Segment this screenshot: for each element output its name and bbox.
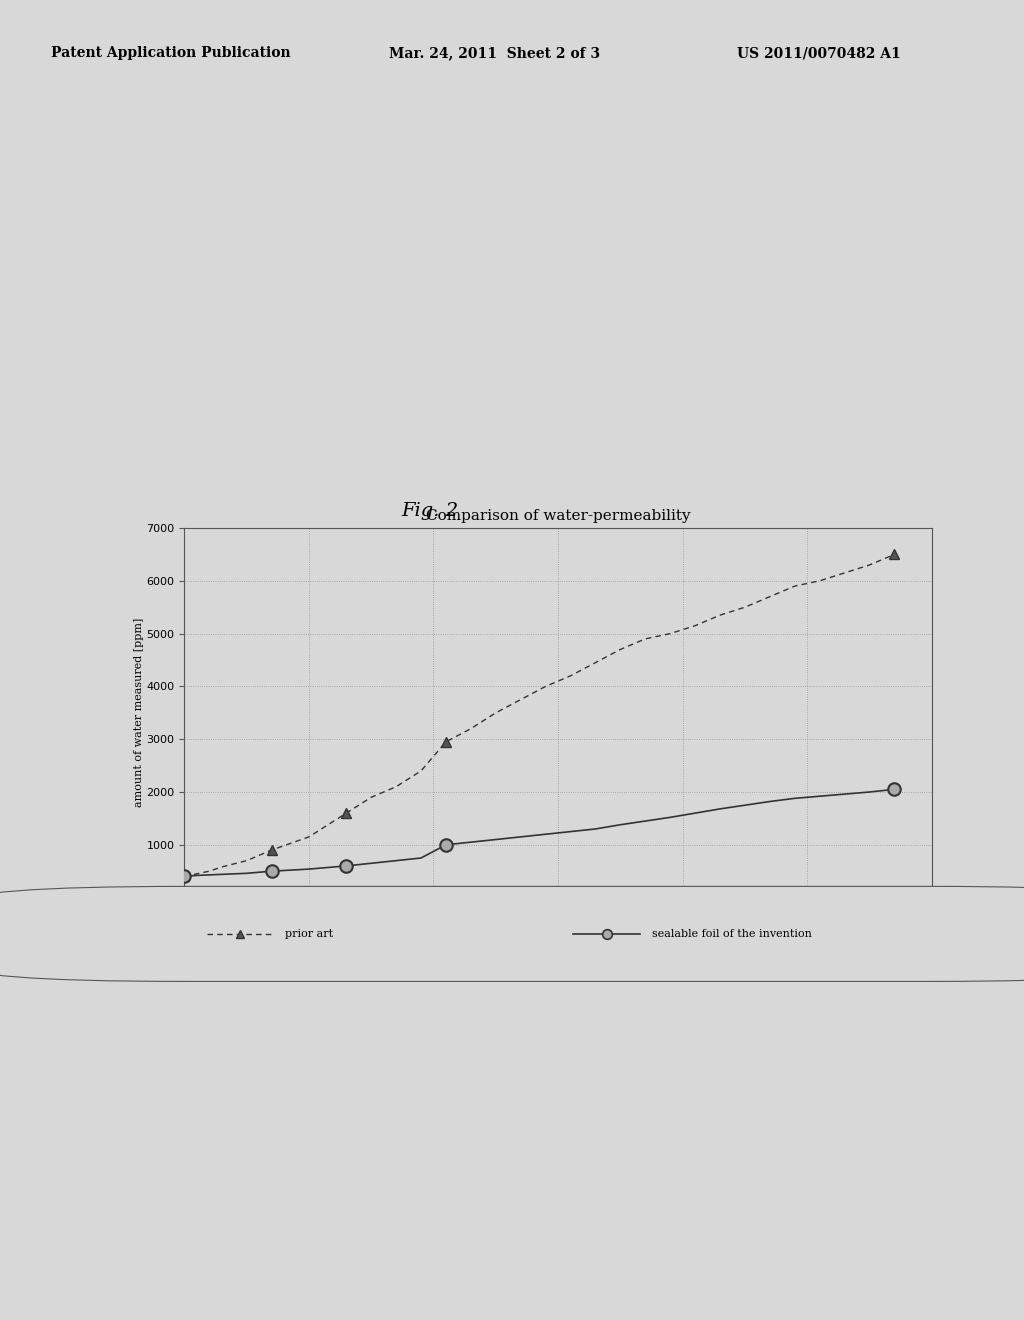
Text: Patent Application Publication: Patent Application Publication	[51, 46, 291, 61]
Text: Fig. 2: Fig. 2	[401, 502, 459, 520]
Text: US 2011/0070482 A1: US 2011/0070482 A1	[737, 46, 901, 61]
Text: prior art: prior art	[286, 929, 334, 939]
FancyBboxPatch shape	[0, 887, 1024, 982]
Y-axis label: amount of water measured [ppm]: amount of water measured [ppm]	[134, 618, 143, 808]
X-axis label: Days [d]: Days [d]	[531, 923, 585, 936]
Text: Mar. 24, 2011  Sheet 2 of 3: Mar. 24, 2011 Sheet 2 of 3	[389, 46, 600, 61]
Text: sealable foil of the invention: sealable foil of the invention	[651, 929, 811, 939]
Title: Comparison of water-permeability: Comparison of water-permeability	[426, 508, 690, 523]
